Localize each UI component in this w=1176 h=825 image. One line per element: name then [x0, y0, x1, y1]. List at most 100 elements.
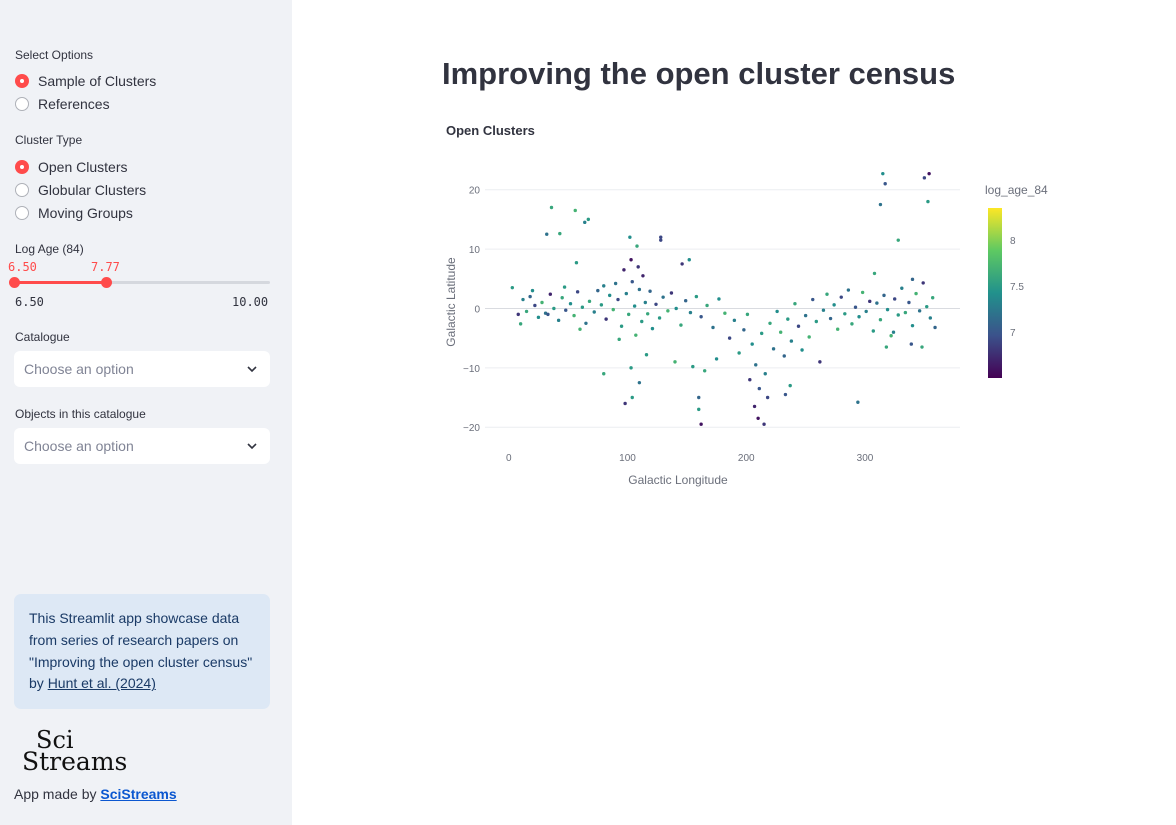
data-point[interactable] [533, 303, 537, 308]
data-point[interactable] [930, 296, 935, 300]
data-point[interactable] [648, 289, 652, 293]
data-point[interactable] [763, 372, 767, 376]
data-point[interactable] [666, 309, 670, 313]
data-point[interactable] [778, 330, 783, 334]
hunt-et-al-link[interactable]: Hunt et al. (2024) [47, 675, 156, 692]
data-point[interactable] [628, 235, 632, 239]
data-point[interactable] [737, 351, 741, 355]
data-point[interactable] [680, 262, 684, 266]
data-point[interactable] [545, 232, 549, 236]
data-point[interactable] [572, 313, 576, 318]
data-point[interactable] [814, 319, 819, 324]
data-point[interactable] [917, 309, 922, 313]
data-point[interactable] [910, 323, 915, 328]
data-point[interactable] [857, 315, 861, 319]
data-point[interactable] [832, 303, 836, 307]
data-point[interactable] [786, 317, 790, 321]
data-point[interactable] [586, 217, 591, 222]
data-point[interactable] [745, 312, 750, 317]
data-point[interactable] [613, 281, 618, 286]
data-point[interactable] [750, 342, 754, 346]
data-point[interactable] [928, 316, 933, 320]
data-point[interactable] [578, 327, 582, 331]
data-point[interactable] [549, 205, 554, 210]
data-point[interactable] [596, 288, 600, 293]
data-point[interactable] [604, 317, 608, 321]
data-point[interactable] [661, 295, 665, 299]
data-point[interactable] [868, 299, 872, 304]
data-point[interactable] [635, 244, 639, 248]
data-point[interactable] [783, 392, 788, 397]
data-point[interactable] [759, 331, 764, 336]
data-point[interactable] [528, 294, 532, 299]
data-point[interactable] [546, 312, 550, 317]
data-point[interactable] [669, 291, 674, 295]
data-point[interactable] [921, 281, 925, 285]
data-point[interactable] [839, 295, 843, 299]
data-point[interactable] [524, 309, 529, 314]
data-point[interactable] [732, 318, 737, 323]
data-point[interactable] [630, 280, 634, 284]
data-point[interactable] [521, 297, 525, 302]
data-point[interactable] [756, 416, 760, 420]
data-point[interactable] [687, 258, 691, 262]
data-point[interactable] [650, 326, 655, 331]
data-point[interactable] [584, 321, 588, 325]
data-point[interactable] [896, 313, 900, 317]
data-point[interactable] [896, 238, 900, 242]
data-point[interactable] [560, 296, 564, 300]
data-point[interactable] [624, 291, 629, 296]
data-point[interactable] [796, 324, 801, 328]
data-point[interactable] [617, 337, 621, 342]
data-point[interactable] [920, 345, 924, 349]
data-point[interactable] [717, 297, 721, 301]
data-point[interactable] [622, 268, 626, 272]
data-point[interactable] [619, 324, 624, 328]
data-point[interactable] [793, 301, 797, 306]
data-point[interactable] [516, 312, 520, 317]
data-point[interactable] [825, 292, 829, 296]
scistreams-link[interactable]: SciStreams [100, 786, 177, 802]
data-point[interactable] [673, 360, 677, 364]
data-point[interactable] [659, 238, 663, 242]
data-point[interactable] [788, 383, 792, 388]
data-point[interactable] [602, 372, 606, 376]
data-point[interactable] [882, 293, 886, 298]
data-point[interactable] [640, 319, 644, 324]
data-point[interactable] [891, 330, 896, 334]
data-point[interactable] [900, 286, 904, 290]
data-point[interactable] [575, 290, 580, 294]
data-point[interactable] [626, 312, 631, 317]
data-point[interactable] [599, 303, 604, 307]
data-point[interactable] [789, 339, 794, 343]
data-point[interactable] [683, 299, 688, 303]
data-point[interactable] [623, 401, 627, 406]
data-point[interactable] [629, 258, 633, 262]
data-point[interactable] [564, 308, 568, 312]
data-point[interactable] [754, 363, 758, 367]
data-point[interactable] [548, 292, 553, 296]
data-point[interactable] [850, 322, 854, 326]
data-point[interactable] [636, 265, 640, 269]
radio-globular-clusters[interactable]: Globular Clusters [15, 180, 146, 200]
data-points[interactable] [510, 171, 937, 426]
data-point[interactable] [909, 342, 914, 346]
data-point[interactable] [629, 366, 633, 370]
data-point[interactable] [782, 354, 786, 358]
scatter-chart[interactable]: Open Clusters −20 −10 0 10 20 0 100 200 … [440, 120, 1060, 500]
data-point[interactable] [632, 304, 637, 308]
data-point[interactable] [630, 395, 634, 400]
data-point[interactable] [699, 315, 703, 319]
data-point[interactable] [853, 305, 858, 309]
slider-high-thumb[interactable] [101, 277, 112, 288]
objects-select[interactable]: Choose an option [14, 428, 270, 464]
data-point[interactable] [568, 301, 573, 306]
data-point[interactable] [765, 395, 770, 400]
data-point[interactable] [762, 422, 766, 426]
radio-moving-groups[interactable]: Moving Groups [15, 203, 133, 223]
data-point[interactable] [752, 404, 757, 409]
catalogue-select[interactable]: Choose an option [14, 351, 270, 387]
data-point[interactable] [654, 302, 658, 306]
data-point[interactable] [843, 312, 847, 316]
data-point[interactable] [889, 334, 893, 338]
